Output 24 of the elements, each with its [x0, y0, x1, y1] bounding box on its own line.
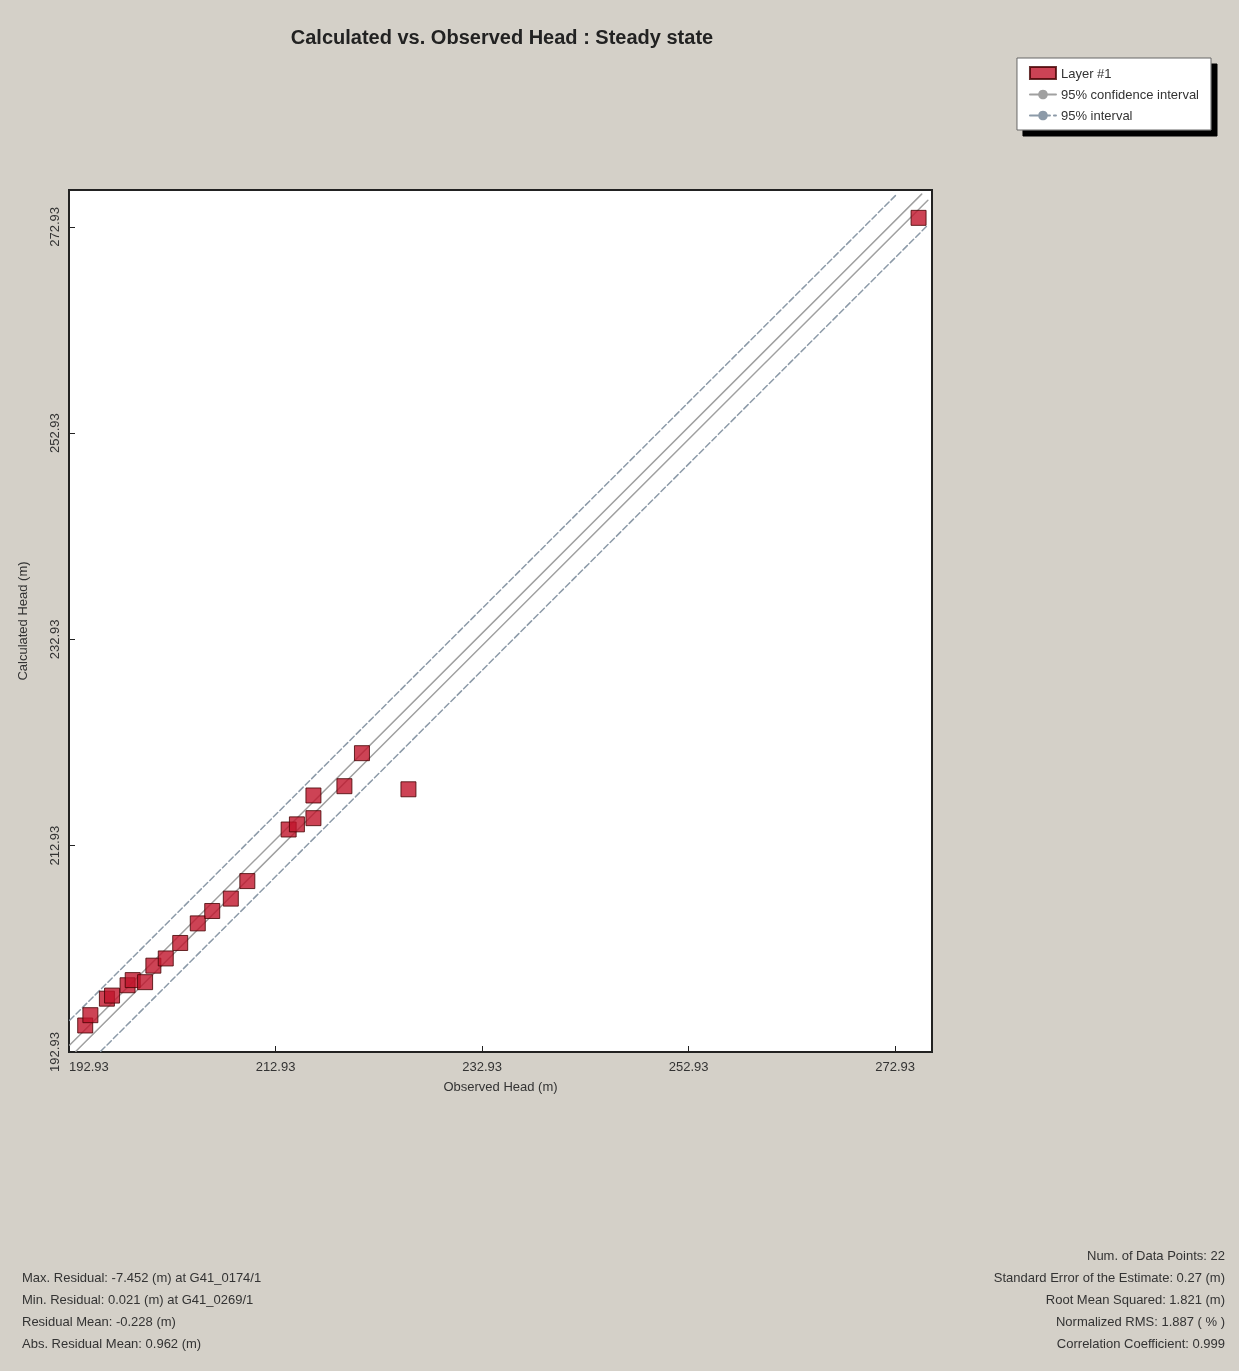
- legend-label: 95% confidence interval: [1060, 87, 1200, 102]
- y-tick-label: 252.93: [47, 413, 62, 453]
- text: Max. Residual: -7.452 (m) at G41_0174/1: [22, 1270, 262, 1285]
- y-tick-label: 212.93: [47, 825, 62, 866]
- text: Min. Residual: 0.021 (m) at G41_0269/1: [22, 1292, 254, 1307]
- y-tick-label: 272.93: [47, 206, 62, 247]
- legend-label: 95% interval: [1060, 108, 1133, 123]
- text: Root Mean Squared: 1.821 (m): [1045, 1292, 1226, 1307]
- chart-title: Calculated vs. Observed Head : Steady state: [290, 26, 714, 48]
- x-axis-title: Observed Head (m): [443, 1079, 558, 1094]
- x-tick-label: 212.93: [255, 1059, 296, 1074]
- text: Num. of Data Points: 22: [1086, 1248, 1225, 1263]
- y-tick-label: 232.93: [47, 619, 62, 660]
- y-axis-title: Calculated Head (m): [15, 561, 30, 681]
- x-tick-label: 192.93: [69, 1059, 109, 1074]
- text: Standard Error of the Estimate: 0.27 (m): [993, 1270, 1226, 1285]
- x-tick-label: 252.93: [668, 1059, 709, 1074]
- legend-label: Layer #1: [1060, 65, 1112, 81]
- text: Residual Mean: -0.228 (m): [22, 1314, 176, 1329]
- text: Normalized RMS: 1.887 ( % ): [1055, 1314, 1226, 1329]
- x-tick-label: 272.93: [875, 1059, 916, 1074]
- x-tick-label: 232.93: [462, 1059, 502, 1074]
- text: Correlation Coefficient: 0.999: [1056, 1336, 1225, 1351]
- text: Abs. Residual Mean: 0.962 (m): [22, 1336, 202, 1351]
